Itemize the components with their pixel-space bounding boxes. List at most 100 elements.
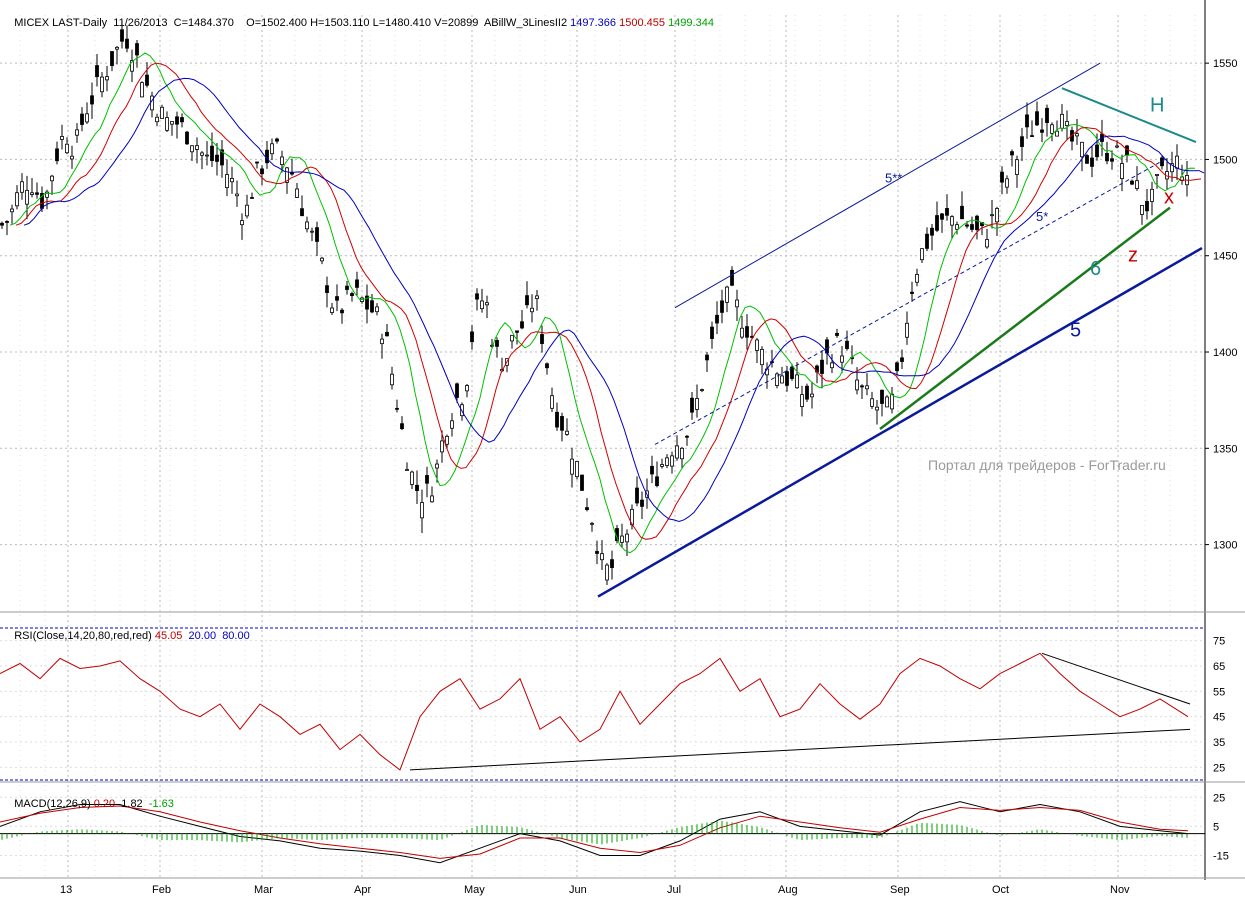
price-bar-body (420, 502, 424, 519)
price-bar-body (435, 463, 439, 469)
price-bar-body (145, 74, 149, 86)
ma-red-line (15, 62, 1202, 540)
price-bar-body (640, 499, 644, 507)
price-bar-body (60, 136, 64, 140)
rsi-tick-label: 55 (1213, 686, 1225, 698)
price-bar-body (675, 445, 679, 459)
price-bar-body (540, 334, 544, 344)
price-bar-body (1080, 141, 1084, 158)
price-bar-body (205, 154, 209, 157)
price-bar-body (840, 355, 844, 363)
price-bar-body (805, 385, 809, 400)
price-bar-body (1160, 157, 1164, 167)
price-bar-body (385, 331, 389, 337)
price-bar-body (1020, 136, 1024, 147)
price-bar-body (970, 224, 974, 230)
price-bar-body (225, 174, 229, 189)
price-bar-body (915, 274, 919, 283)
label-H: H (1150, 94, 1164, 116)
macd-line (0, 801, 1189, 864)
rsi-resistance-line (1041, 652, 1191, 705)
price-bar-body (1050, 124, 1054, 134)
rsi-tick-label: 45 (1213, 712, 1225, 724)
price-bar-body (885, 396, 889, 408)
price-bar-body (995, 208, 999, 223)
price-bar-body (790, 366, 794, 379)
price-bar-body (5, 221, 9, 223)
price-bar-body (1060, 113, 1064, 129)
rsi-tick-label: 75 (1213, 636, 1225, 648)
price-bar-body (945, 207, 949, 216)
label-5-top: 5** (885, 171, 902, 186)
price-bar-body (255, 161, 259, 164)
price-bar-body (95, 65, 99, 78)
price-bar-body (745, 326, 749, 338)
price-bar-body (905, 322, 909, 338)
rsi-tick-label: 65 (1213, 661, 1225, 673)
price-bar-body (335, 296, 339, 301)
price-bar-body (940, 213, 944, 220)
price-bar-body (730, 269, 734, 286)
price-header: MICEX LAST-Daily 11/26/2013 C=1484.370 O… (2, 2, 714, 44)
price-bar-body (920, 248, 924, 261)
price-bar-body (1040, 129, 1044, 133)
y-tick-label: 1300 (1213, 540, 1237, 552)
price-bar-body (855, 379, 859, 391)
price-bar-body (25, 189, 29, 205)
price-bar-body (530, 307, 534, 313)
price-bar-body (240, 220, 244, 226)
price-bar-body (1130, 180, 1134, 185)
price-bar-body (705, 354, 709, 361)
price-bar-body (155, 116, 159, 123)
price-bar-body (1045, 107, 1049, 123)
price-bar-body (895, 362, 899, 372)
price-bar-body (600, 553, 604, 561)
price-bar-body (655, 476, 659, 487)
price-bar-body (1090, 157, 1094, 167)
price-bar-body (610, 559, 614, 568)
price-bar-body (865, 385, 869, 390)
price-bar-body (1010, 151, 1014, 156)
price-bar-body (580, 474, 584, 491)
macd-tick-label: 5 (1213, 821, 1219, 833)
price-bar-body (365, 295, 369, 310)
price-bar-body (1145, 201, 1149, 212)
price-bar-body (585, 507, 589, 510)
price-bar-body (890, 393, 894, 410)
x-tick-label: Jul (667, 884, 681, 896)
price-bar-body (545, 363, 549, 369)
price-bar-body (110, 51, 114, 66)
price-bar-body (780, 375, 784, 384)
rsi-support-line (409, 728, 1191, 771)
label-z: z (1128, 245, 1138, 267)
price-bar-body (1135, 180, 1139, 189)
label-x: x (1164, 187, 1174, 209)
price-bar-body (75, 129, 79, 136)
price-bar-body (70, 155, 74, 160)
price-bar-body (910, 291, 914, 294)
price-bar-body (235, 193, 239, 197)
rsi-tick-label: 35 (1213, 737, 1225, 749)
price-bar-body (775, 373, 779, 386)
price-bar-body (810, 393, 814, 398)
price-bar-body (115, 46, 119, 50)
price-bar-body (265, 149, 269, 164)
price-bar-body (480, 300, 484, 310)
price-bar-body (1110, 158, 1114, 162)
price-bar-body (570, 458, 574, 475)
price-bar-body (405, 469, 409, 471)
price-bar-body (315, 227, 319, 242)
price-bar-body (685, 435, 689, 438)
price-bar-body (345, 285, 349, 290)
price-bar-body (835, 332, 839, 336)
price-bar-body (535, 295, 539, 299)
price-bar-body (380, 338, 384, 345)
price-bar-body (560, 416, 564, 431)
rsi-value: 45.05 (154, 630, 183, 642)
price-bar-body (955, 224, 959, 230)
indicator-value-2: 1500.455 (619, 17, 665, 29)
price-bar-body (525, 295, 529, 306)
price-bar-body (340, 309, 344, 314)
label-6: 6 (1090, 258, 1101, 280)
